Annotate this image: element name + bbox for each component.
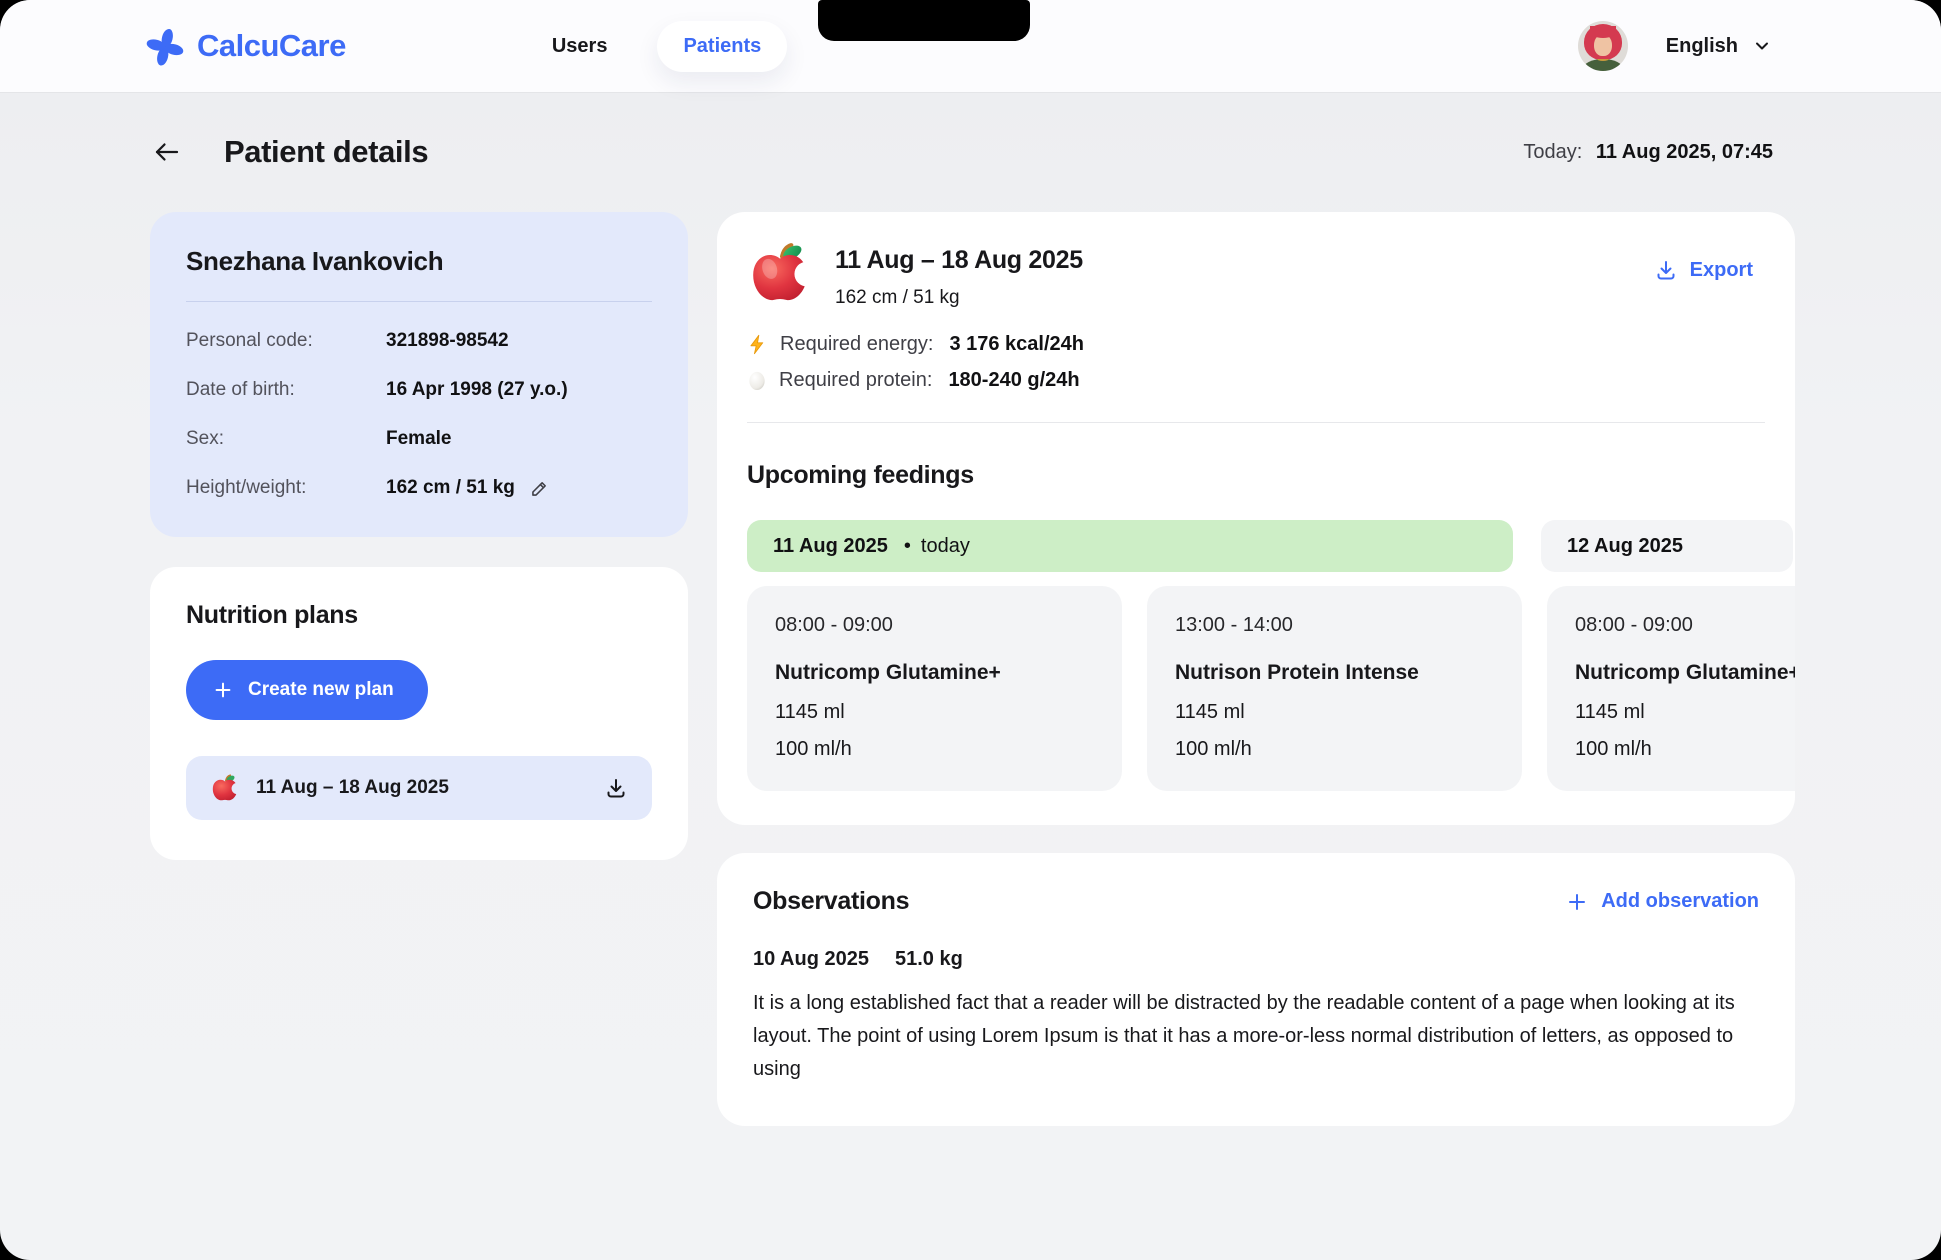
today-label: Today: <box>1523 140 1583 163</box>
apple-icon <box>210 773 240 803</box>
divider <box>747 422 1765 423</box>
feeding-card: 08:00 - 09:00 Nutricomp Glutamine+ 1145 … <box>1547 586 1795 791</box>
egg-icon <box>747 370 767 391</box>
metric-value: 180-240 g/24h <box>948 369 1080 391</box>
feeding-days-row: 11 Aug 2025 • today 12 Aug 2025 <box>747 520 1795 572</box>
feeding-product: Nutricomp Glutamine+ <box>1575 661 1795 684</box>
create-new-plan-label: Create new plan <box>248 679 394 700</box>
observation-weight: 51.0 kg <box>895 948 963 970</box>
feeding-volume: 1145 ml <box>775 701 845 723</box>
plan-metrics: Required energy: 3 176 kcal/24h Required… <box>717 333 1795 392</box>
field-label: Personal code: <box>186 330 313 351</box>
download-icon[interactable] <box>604 776 628 800</box>
height-weight-value: 162 cm / 51 kg <box>386 477 515 498</box>
day-pill-today[interactable]: 11 Aug 2025 • today <box>747 520 1513 572</box>
metric-row: Required protein: 180-240 g/24h <box>747 369 1765 392</box>
nutrition-plan-detail-card: 11 Aug – 18 Aug 2025 162 cm / 51 kg Expo… <box>717 212 1795 825</box>
plus-icon <box>212 679 234 701</box>
export-label: Export <box>1689 258 1753 281</box>
day-pill-future[interactable]: 12 Aug 2025 <box>1541 520 1793 572</box>
create-new-plan-button[interactable]: Create new plan <box>186 660 428 720</box>
feeding-card: 08:00 - 09:00 Nutricomp Glutamine+ 1145 … <box>747 586 1122 791</box>
redacted-region <box>818 0 1030 41</box>
today-badge: today <box>920 534 970 557</box>
brand-name: CalcuCare <box>197 28 346 63</box>
patient-name: Snezhana Ivankovich <box>186 246 444 276</box>
right-column: 11 Aug – 18 Aug 2025 162 cm / 51 kg Expo… <box>717 212 1795 1126</box>
brand[interactable]: CalcuCare <box>145 26 346 66</box>
plan-subtitle: 162 cm / 51 kg <box>835 287 960 308</box>
export-button[interactable]: Export <box>1654 258 1753 282</box>
upcoming-feedings-title: Upcoming feedings <box>747 461 974 489</box>
feeding-rate: 100 ml/h <box>1175 738 1252 760</box>
feeding-time: 08:00 - 09:00 <box>775 614 893 636</box>
feeding-volume: 1145 ml <box>1575 701 1645 723</box>
chevron-down-icon <box>1752 36 1772 56</box>
metric-value: 3 176 kcal/24h <box>949 333 1084 355</box>
plan-title: 11 Aug – 18 Aug 2025 <box>835 246 1083 274</box>
feeding-time: 08:00 - 09:00 <box>1575 614 1693 636</box>
download-icon <box>1654 258 1678 282</box>
lightning-icon <box>747 334 768 355</box>
language-selector[interactable]: English <box>1666 35 1772 58</box>
observations-title: Observations <box>753 887 910 915</box>
plan-item-label: 11 Aug – 18 Aug 2025 <box>256 777 449 798</box>
feeding-volume: 1145 ml <box>1175 701 1245 723</box>
feeding-product: Nutricomp Glutamine+ <box>775 661 1001 684</box>
feeding-rate: 100 ml/h <box>1575 738 1652 760</box>
back-arrow-icon[interactable] <box>150 135 184 169</box>
top-bar: CalcuCare Users Patients English <box>0 0 1941 92</box>
metric-row: Required energy: 3 176 kcal/24h <box>747 333 1765 356</box>
today-datetime: Today: 11 Aug 2025, 07:45 <box>1523 141 1795 164</box>
day-date: 11 Aug 2025 <box>773 534 888 557</box>
field-value: Female <box>386 428 452 449</box>
metric-label: Required energy: <box>780 333 934 355</box>
nutrition-plan-list-item[interactable]: 11 Aug – 18 Aug 2025 <box>186 756 652 820</box>
user-avatar[interactable] <box>1577 21 1628 71</box>
calcucare-logo-icon <box>145 26 185 66</box>
add-observation-label: Add observation <box>1601 890 1759 912</box>
nutrition-plans-title: Nutrition plans <box>186 601 358 629</box>
left-column: Snezhana Ivankovich Personal code: 32189… <box>150 212 688 860</box>
header-right: English <box>1577 0 1772 92</box>
content: Patient details Today: 11 Aug 2025, 07:4… <box>0 134 1941 1126</box>
main-nav: Users Patients <box>526 20 788 72</box>
feeding-rate: 100 ml/h <box>775 738 852 760</box>
field-label: Sex: <box>186 428 225 449</box>
edit-pencil-icon[interactable] <box>529 478 550 499</box>
field-value: 16 Apr 1998 (27 y.o.) <box>386 379 568 400</box>
nutrition-plans-card: Nutrition plans Create new plan <box>150 567 688 860</box>
divider <box>186 301 652 302</box>
nav-tab-users[interactable]: Users <box>551 34 608 57</box>
language-label: English <box>1665 34 1738 57</box>
feeding-time: 13:00 - 14:00 <box>1175 614 1293 636</box>
page-title: Patient details <box>224 134 429 169</box>
observations-card: Observations Add observation 10 Aug 2025… <box>717 853 1795 1126</box>
field-value: 321898-98542 <box>386 330 509 351</box>
bullet: • <box>903 534 911 557</box>
field-label: Height/weight: <box>186 477 307 498</box>
today-value: 11 Aug 2025, 07:45 <box>1595 140 1773 163</box>
page-head: Patient details Today: 11 Aug 2025, 07:4… <box>150 134 1795 170</box>
apple-icon <box>747 240 813 306</box>
feeding-card: 13:00 - 14:00 Nutrison Protein Intense 1… <box>1147 586 1522 791</box>
feeding-cards-row: 08:00 - 09:00 Nutricomp Glutamine+ 1145 … <box>747 586 1795 791</box>
patient-info-card: Snezhana Ivankovich Personal code: 32189… <box>150 212 688 537</box>
metric-label: Required protein: <box>779 369 933 391</box>
field-value: 162 cm / 51 kg <box>386 477 652 499</box>
feeding-product: Nutrison Protein Intense <box>1175 661 1419 684</box>
add-observation-button[interactable]: Add observation <box>1565 890 1759 914</box>
observation-meta: 10 Aug 2025 51.0 kg <box>753 948 1759 971</box>
plus-icon <box>1565 890 1589 914</box>
field-label: Date of birth: <box>186 379 295 400</box>
observation-date: 10 Aug 2025 <box>753 948 869 970</box>
observation-text: It is a long established fact that a rea… <box>753 992 1735 1080</box>
nav-tab-patients[interactable]: Patients <box>657 20 788 72</box>
day-date: 12 Aug 2025 <box>1567 534 1683 557</box>
